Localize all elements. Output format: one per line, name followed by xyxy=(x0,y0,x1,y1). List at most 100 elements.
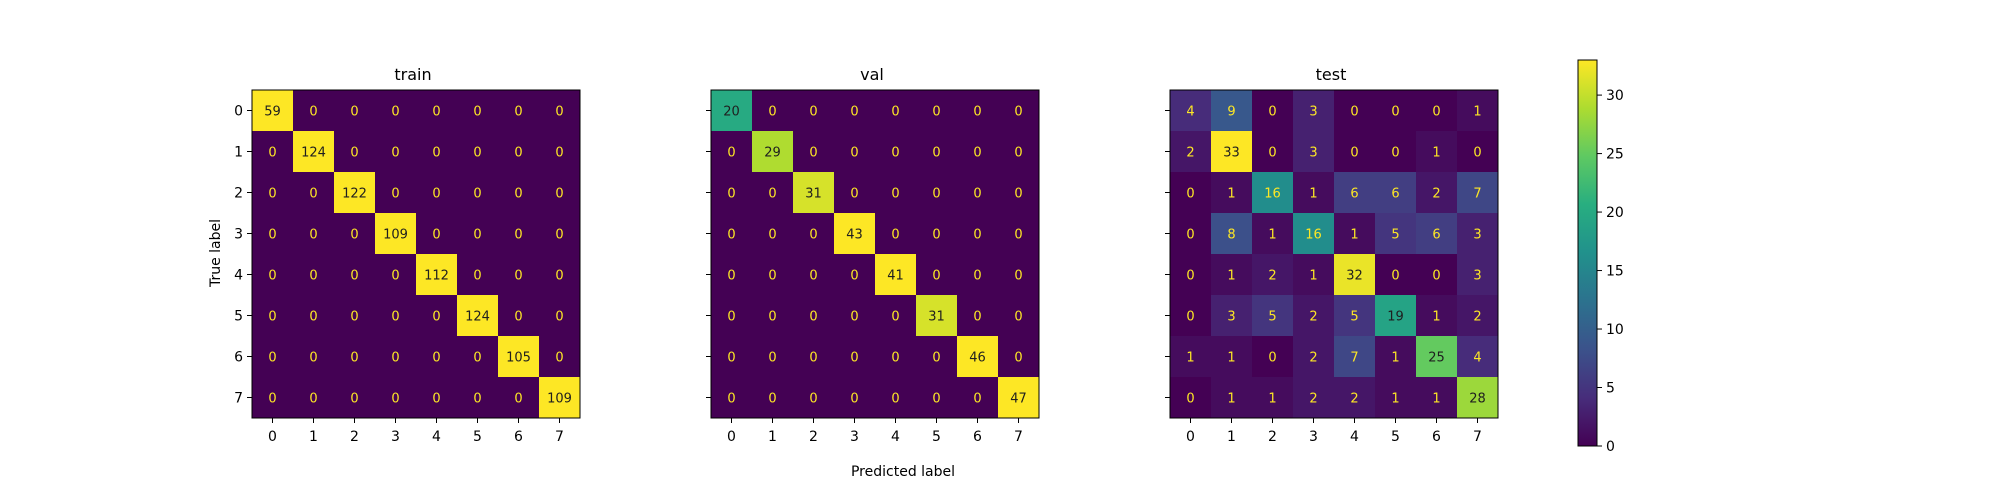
cell-val-0-7 xyxy=(998,90,1040,132)
cell-train-6-4 xyxy=(416,336,458,378)
cell-value-train-3-5: 0 xyxy=(473,228,481,243)
cell-test-0-6 xyxy=(1416,90,1458,132)
cell-val-2-6 xyxy=(957,172,999,214)
colorbar-tick-label-0: 0 xyxy=(1606,439,1615,455)
matrix-test: 4 9 0 3 0 0 0 12 33 0 3 0 0 1 00 1 16 1 6 6 2 70 8 1 16 1 5 6 30 1 2 1 3… xyxy=(1165,89,1499,445)
cell-value-train-2-2: 122 xyxy=(342,187,367,202)
cell-value-val-0-5: 0 xyxy=(932,105,940,120)
cell-test-0-5 xyxy=(1375,90,1417,132)
x-tick-label-val-7: 7 xyxy=(1014,429,1023,445)
cell-val-4-4 xyxy=(875,254,917,296)
cell-val-1-0 xyxy=(711,131,753,173)
cell-value-val-3-0: 0 xyxy=(727,228,735,243)
cell-value-test-0-3: 3 xyxy=(1309,105,1317,120)
cell-value-test-3-0: 0 xyxy=(1186,228,1194,243)
cell-train-3-5 xyxy=(457,213,499,255)
cell-train-3-7 xyxy=(539,213,581,255)
cell-train-2-7 xyxy=(539,172,581,214)
panel-title-val: val xyxy=(860,65,884,84)
cell-value-val-6-4: 0 xyxy=(891,351,899,366)
cell-value-val-0-0: 20 xyxy=(723,105,740,120)
cell-val-1-2 xyxy=(793,131,835,173)
cell-test-2-5 xyxy=(1375,172,1417,214)
cell-value-val-2-2: 31 xyxy=(805,187,822,202)
cell-test-2-0 xyxy=(1170,172,1212,214)
cell-val-6-7 xyxy=(998,336,1040,378)
cell-value-val-4-6: 0 xyxy=(973,269,981,284)
cell-value-train-4-5: 0 xyxy=(473,269,481,284)
cell-test-3-6 xyxy=(1416,213,1458,255)
cell-val-5-0 xyxy=(711,295,753,337)
cell-val-5-3 xyxy=(834,295,876,337)
cell-val-7-2 xyxy=(793,377,835,419)
cell-value-test-6-3: 2 xyxy=(1309,351,1317,366)
y-tick-label-train-3: 3 xyxy=(234,227,243,243)
cell-value-train-3-1: 0 xyxy=(309,228,317,243)
cell-value-test-2-0: 0 xyxy=(1186,187,1194,202)
cell-value-val-5-6: 0 xyxy=(973,310,981,325)
cell-train-5-2 xyxy=(334,295,376,337)
cell-test-3-7 xyxy=(1457,213,1499,255)
panel-test: test 4 9 0 3 0 0 0 12 33 0 3 0 0 1 00 1 16 1 6 6 2 70 8 1 16 1 5 6 3… xyxy=(1165,65,1499,445)
x-tick-label-test-2: 2 xyxy=(1268,429,1277,445)
x-tick-label-train-4: 4 xyxy=(432,429,441,445)
cell-val-1-3 xyxy=(834,131,876,173)
cell-test-4-7 xyxy=(1457,254,1499,296)
cell-value-test-5-1: 3 xyxy=(1227,310,1235,325)
cell-train-2-2 xyxy=(334,172,376,214)
cell-test-1-0 xyxy=(1170,131,1212,173)
cell-train-7-4 xyxy=(416,377,458,419)
cell-train-1-0 xyxy=(252,131,294,173)
cell-test-6-7 xyxy=(1457,336,1499,378)
cell-train-7-6 xyxy=(498,377,540,419)
cell-test-7-1 xyxy=(1211,377,1253,419)
x-tick-label-train-5: 5 xyxy=(473,429,482,445)
cell-train-0-6 xyxy=(498,90,540,132)
cell-value-val-5-3: 0 xyxy=(850,310,858,325)
x-tick-label-train-7: 7 xyxy=(555,429,564,445)
cell-test-6-1 xyxy=(1211,336,1253,378)
cell-val-2-2 xyxy=(793,172,835,214)
cell-test-2-6 xyxy=(1416,172,1458,214)
cell-train-1-1 xyxy=(293,131,335,173)
cell-val-4-0 xyxy=(711,254,753,296)
cell-val-3-4 xyxy=(875,213,917,255)
cell-value-train-2-3: 0 xyxy=(391,187,399,202)
cell-val-7-5 xyxy=(916,377,958,419)
cell-val-0-0 xyxy=(711,90,753,132)
cell-value-val-7-1: 0 xyxy=(768,392,776,407)
cell-value-test-2-4: 6 xyxy=(1350,187,1358,202)
cell-value-val-5-1: 0 xyxy=(768,310,776,325)
cell-value-train-3-6: 0 xyxy=(514,228,522,243)
cell-test-3-1 xyxy=(1211,213,1253,255)
x-tick-label-train-3: 3 xyxy=(391,429,400,445)
cell-test-4-2 xyxy=(1252,254,1294,296)
cell-train-4-2 xyxy=(334,254,376,296)
cell-value-test-3-3: 16 xyxy=(1305,228,1322,243)
cell-val-0-5 xyxy=(916,90,958,132)
cell-test-3-4 xyxy=(1334,213,1376,255)
cell-value-train-4-4: 112 xyxy=(424,269,449,284)
cell-train-0-2 xyxy=(334,90,376,132)
cell-value-val-6-7: 0 xyxy=(1014,351,1022,366)
cell-train-7-5 xyxy=(457,377,499,419)
cell-value-train-3-3: 109 xyxy=(383,228,408,243)
cell-value-train-6-7: 0 xyxy=(555,351,563,366)
cell-value-val-1-5: 0 xyxy=(932,146,940,161)
cell-value-val-3-6: 0 xyxy=(973,228,981,243)
cell-value-train-1-0: 0 xyxy=(268,146,276,161)
cell-value-val-0-6: 0 xyxy=(973,105,981,120)
cell-val-3-5 xyxy=(916,213,958,255)
cell-value-test-6-0: 1 xyxy=(1186,351,1194,366)
cell-value-val-0-2: 0 xyxy=(809,105,817,120)
cell-test-4-0 xyxy=(1170,254,1212,296)
cell-val-2-5 xyxy=(916,172,958,214)
cell-test-2-2 xyxy=(1252,172,1294,214)
colorbar-tick-label-4: 20 xyxy=(1606,205,1624,221)
cell-value-test-0-5: 0 xyxy=(1391,105,1399,120)
cell-value-train-1-5: 0 xyxy=(473,146,481,161)
x-tick-label-val-0: 0 xyxy=(727,429,736,445)
cell-val-4-3 xyxy=(834,254,876,296)
cell-value-train-7-5: 0 xyxy=(473,392,481,407)
